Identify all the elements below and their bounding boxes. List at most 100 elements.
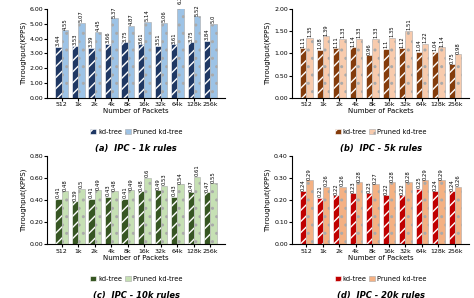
Text: 1.12: 1.12 — [400, 36, 405, 48]
Bar — [416, 189, 422, 244]
Text: 3.51: 3.51 — [155, 34, 160, 45]
Text: 5.14: 5.14 — [145, 10, 150, 21]
Text: 0.61: 0.61 — [194, 164, 200, 176]
Text: 3.84: 3.84 — [205, 29, 210, 41]
Text: 0.24: 0.24 — [301, 179, 306, 191]
Text: 0.28: 0.28 — [356, 170, 362, 182]
Text: 3.44: 3.44 — [56, 35, 61, 46]
Text: 0.5: 0.5 — [79, 180, 84, 188]
X-axis label: Number of Packets: Number of Packets — [103, 108, 169, 114]
Bar — [333, 49, 339, 98]
Bar — [356, 182, 362, 244]
Bar — [383, 49, 389, 98]
Bar — [177, 5, 183, 98]
Text: 0.41: 0.41 — [89, 187, 94, 198]
Text: 5.07: 5.07 — [79, 10, 84, 22]
Text: 1.08: 1.08 — [317, 38, 322, 49]
Text: 0.26: 0.26 — [340, 174, 345, 186]
Bar — [356, 39, 362, 98]
Bar — [194, 16, 200, 98]
Text: 5.52: 5.52 — [194, 4, 200, 15]
Legend: kd-tree, Pruned kd-tree: kd-tree, Pruned kd-tree — [89, 128, 183, 136]
Text: 1.33: 1.33 — [340, 27, 345, 38]
Bar — [317, 50, 323, 98]
Y-axis label: Throughput(KPPS): Throughput(KPPS) — [265, 22, 271, 85]
Bar — [306, 38, 313, 98]
Bar — [72, 46, 78, 98]
Text: 3.66: 3.66 — [106, 32, 110, 43]
X-axis label: Number of Packets: Number of Packets — [348, 108, 413, 114]
Text: 0.41: 0.41 — [122, 187, 127, 198]
Bar — [422, 180, 428, 244]
Text: 6.29: 6.29 — [178, 0, 183, 4]
Bar — [121, 199, 128, 244]
Bar — [78, 189, 84, 244]
Text: 0.24: 0.24 — [449, 179, 454, 191]
Bar — [111, 18, 118, 98]
Bar — [389, 38, 395, 98]
Bar — [455, 187, 461, 244]
Bar — [62, 30, 68, 98]
Text: 0.41: 0.41 — [56, 187, 61, 198]
Text: 1.51: 1.51 — [406, 18, 411, 30]
Bar — [438, 180, 445, 244]
Text: 1.11: 1.11 — [301, 36, 306, 48]
Bar — [144, 22, 151, 98]
Bar — [432, 52, 438, 98]
Text: 0.22: 0.22 — [383, 183, 388, 195]
Text: 0.21: 0.21 — [317, 186, 322, 197]
Bar — [78, 23, 84, 98]
Bar — [55, 199, 62, 244]
Text: 0.49: 0.49 — [128, 178, 133, 190]
Y-axis label: Throughput(KPPS): Throughput(KPPS) — [265, 168, 271, 232]
Bar — [177, 184, 183, 244]
Text: 1.35: 1.35 — [390, 26, 394, 37]
Bar — [188, 42, 194, 98]
Text: 3.61: 3.61 — [138, 32, 144, 44]
Bar — [111, 191, 118, 244]
Bar — [55, 47, 62, 98]
Bar — [72, 201, 78, 244]
Text: (a)  IPC - 1k rules: (a) IPC - 1k rules — [95, 144, 177, 153]
Text: 0.49: 0.49 — [155, 178, 160, 190]
Text: 0.29: 0.29 — [439, 168, 444, 179]
Bar — [204, 41, 210, 98]
Text: 3.53: 3.53 — [73, 34, 78, 45]
Bar — [300, 49, 306, 98]
Text: 0.47: 0.47 — [205, 180, 210, 192]
Text: (c)  IPC - 10k rules: (c) IPC - 10k rules — [92, 291, 180, 298]
Text: 1.14: 1.14 — [350, 35, 355, 47]
Bar — [366, 55, 373, 98]
Text: 0.25: 0.25 — [416, 177, 421, 188]
Bar — [204, 192, 210, 244]
Text: 0.6: 0.6 — [145, 169, 150, 177]
Bar — [438, 47, 445, 98]
Bar — [171, 197, 177, 244]
Text: 3.75: 3.75 — [122, 30, 127, 42]
Text: 0.48: 0.48 — [63, 179, 67, 191]
Text: 0.47: 0.47 — [188, 180, 193, 192]
Bar — [188, 192, 194, 244]
Text: 0.54: 0.54 — [178, 172, 183, 184]
Bar — [95, 32, 101, 98]
Text: 0.27: 0.27 — [373, 172, 378, 184]
Text: 0.96: 0.96 — [367, 43, 372, 55]
Bar — [144, 178, 151, 244]
Text: 1.33: 1.33 — [356, 27, 362, 38]
Bar — [89, 48, 95, 98]
Bar — [105, 197, 111, 244]
Bar — [383, 195, 389, 244]
Text: 0.29: 0.29 — [422, 168, 428, 179]
Bar — [455, 54, 461, 98]
Legend: kd-tree, Pruned kd-tree: kd-tree, Pruned kd-tree — [333, 128, 428, 136]
Bar — [138, 191, 144, 244]
Text: 0.98: 0.98 — [456, 42, 461, 54]
Bar — [373, 184, 379, 244]
Text: 0.23: 0.23 — [350, 181, 355, 193]
Bar — [128, 26, 134, 98]
Bar — [422, 44, 428, 98]
Text: 0.22: 0.22 — [400, 183, 405, 195]
Bar — [210, 24, 217, 98]
X-axis label: Number of Packets: Number of Packets — [348, 255, 413, 261]
Bar — [449, 64, 455, 98]
